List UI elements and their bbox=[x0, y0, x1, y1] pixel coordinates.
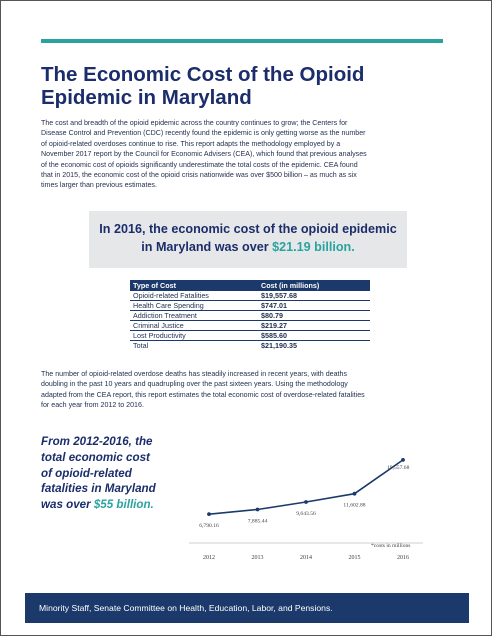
cost-type-cell: Addiction Treatment bbox=[130, 310, 258, 322]
cost-table-header-row: Type of Cost Cost (in millions) bbox=[130, 280, 370, 291]
table-row: Addiction Treatment $80.79 bbox=[130, 310, 370, 322]
top-accent-rule bbox=[41, 39, 443, 43]
body-line: adapted from the CEA report, this report… bbox=[41, 390, 365, 399]
quote-line: was over $55 billion. bbox=[41, 497, 181, 513]
data-point-2013 bbox=[255, 507, 260, 512]
cost-table: Type of Cost Cost (in millions) Opioid-r… bbox=[130, 280, 370, 350]
intro-line: November 2017 report by the Council for … bbox=[41, 150, 367, 159]
data-point-2015 bbox=[352, 491, 357, 496]
x-tick-label-2013: 2013 bbox=[252, 555, 264, 561]
data-label-2012: 6,790.16 bbox=[199, 523, 219, 529]
cost-type-cell: Opioid-related Fatalities bbox=[130, 291, 258, 302]
methodology-paragraph: The number of opioid-related overdose de… bbox=[41, 369, 455, 411]
body-line: for each year from 2012 to 2016. bbox=[41, 401, 144, 410]
title-line-2: Epidemic in Maryland bbox=[41, 86, 252, 109]
callout-line-2: in Maryland was over $21.19 billion. bbox=[89, 238, 407, 256]
data-point-2014 bbox=[304, 500, 308, 504]
column-header-cost: Cost (in millions) bbox=[258, 280, 370, 291]
x-tick-label-2015: 2015 bbox=[349, 555, 361, 561]
chart-annotation: *costs in millions bbox=[371, 543, 410, 549]
data-label-2014: 9,643.56 bbox=[296, 511, 316, 517]
intro-paragraph: The cost and breadth of the opioid epide… bbox=[41, 118, 455, 191]
footer-text: Minority Staff, Senate Committee on Heal… bbox=[39, 603, 333, 613]
callout-line-1: In 2016, the economic cost of the opioid… bbox=[99, 222, 397, 236]
data-point-2012 bbox=[207, 512, 211, 517]
body-line: doubling in the past 10 years and quadru… bbox=[41, 380, 348, 389]
page-title: The Economic Cost of the Opioid Epidemic… bbox=[41, 63, 461, 109]
cost-value-cell: $19,557.68 bbox=[258, 291, 370, 302]
table-total-row: Total $21,190.35 bbox=[130, 341, 370, 351]
intro-line: Disease Control and Prevention (CDC) rec… bbox=[41, 129, 366, 138]
intro-line: of the economic cost of opioids signific… bbox=[41, 160, 358, 169]
cost-value-cell: $219.27 bbox=[258, 320, 370, 332]
quote-line: fatalities in Maryland bbox=[41, 482, 156, 496]
data-label-2015: 11,602.88 bbox=[343, 503, 365, 509]
series-line bbox=[208, 459, 404, 515]
cost-type-cell: Criminal Justice bbox=[130, 320, 258, 332]
intro-line: times larger than previous estimates. bbox=[41, 181, 157, 190]
body-line: The number of opioid-related overdose de… bbox=[41, 370, 347, 378]
x-tick-label-2014: 2014 bbox=[300, 555, 312, 561]
quote-line: total economic cost bbox=[41, 450, 150, 464]
quote-line: of opioid-related bbox=[41, 466, 132, 480]
quote-highlight-amount: $55 billion. bbox=[93, 498, 154, 512]
cost-value-cell: $747.01 bbox=[258, 300, 370, 312]
callout-highlight-amount: $21.19 billion. bbox=[272, 240, 355, 254]
column-header-type: Type of Cost bbox=[130, 280, 258, 291]
data-point-2016 bbox=[401, 457, 405, 462]
intro-line: of opioid-related overdoses continue to … bbox=[41, 139, 341, 148]
x-tick-label-2012: 2012 bbox=[203, 555, 215, 561]
quote-line-5-prefix: was over bbox=[41, 498, 94, 512]
cost-value-cell: $585.60 bbox=[258, 330, 370, 342]
callout-box: In 2016, the economic cost of the opioid… bbox=[89, 211, 407, 268]
title-line-1: The Economic Cost of the Opioid bbox=[41, 63, 365, 86]
cost-type-cell: Lost Productivity bbox=[130, 330, 258, 342]
x-tick-label-2016: 2016 bbox=[397, 555, 409, 561]
footer-bar: Minority Staff, Senate Committee on Heal… bbox=[25, 593, 469, 623]
table-row: Criminal Justice $219.27 bbox=[130, 320, 370, 332]
table-row: Lost Productivity $585.60 bbox=[130, 330, 370, 342]
cost-type-cell: Health Care Spending bbox=[130, 300, 258, 312]
table-row: Health Care Spending $747.01 bbox=[130, 300, 370, 312]
side-pull-quote: From 2012-2016, the total economic cost … bbox=[41, 434, 181, 513]
fatalities-cost-line-chart: 6,790.16 2012 7,885.44 2013 9,643.56 2014 11,6… bbox=[189, 457, 423, 561]
data-label-2013: 7,885.44 bbox=[248, 518, 268, 524]
quote-line: From 2012-2016, the bbox=[41, 435, 153, 448]
cost-value-cell: $21,190.35 bbox=[261, 341, 297, 351]
cost-value-cell: $80.79 bbox=[258, 310, 370, 322]
data-label-2016: 19,557.68 bbox=[387, 465, 410, 471]
intro-line: that in 2015, the economic cost of the o… bbox=[41, 171, 357, 180]
callout-line-2-prefix: in Maryland was over bbox=[141, 240, 273, 254]
cost-type-cell: Total bbox=[133, 341, 149, 351]
intro-line: The cost and breadth of the opioid epide… bbox=[41, 119, 348, 127]
table-row: Opioid-related Fatalities $19,557.68 bbox=[130, 291, 370, 302]
